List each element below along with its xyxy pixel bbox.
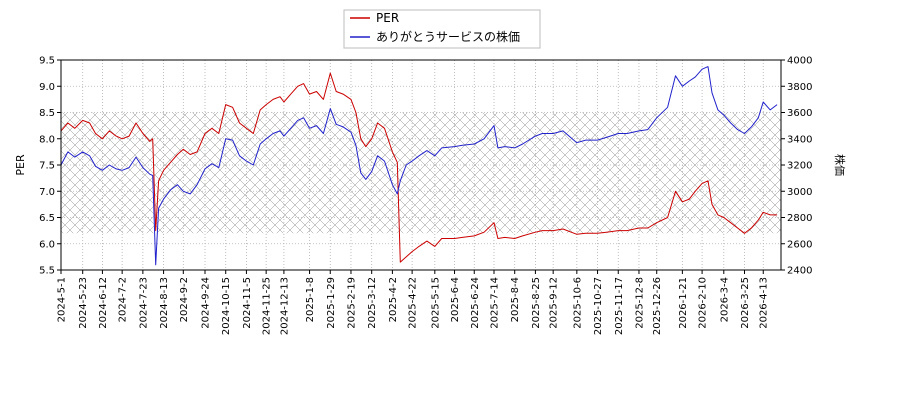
x-tick-label: 2025-4-2 <box>388 277 399 322</box>
x-tick-label: 2025-12-26 <box>652 277 663 335</box>
y-right-tick-label: 2600 <box>787 239 812 250</box>
x-tick-label: 2024-9-24 <box>201 277 212 329</box>
y-right-tick-label: 3800 <box>787 82 812 93</box>
x-tick-label: 2025-1-8 <box>305 277 316 322</box>
plot-area <box>60 59 782 271</box>
series-line-stock-price <box>61 66 778 266</box>
x-tick-label: 2025-8-25 <box>531 277 542 329</box>
x-tick-label: 2026-2-10 <box>698 277 709 329</box>
y-right-tick-label: 3200 <box>787 161 812 172</box>
y-left-tick-label: 8.5 <box>39 108 55 119</box>
y-right-tick-label: 3000 <box>787 187 812 198</box>
y-right-tick-label: 2400 <box>787 266 812 277</box>
x-axis-ticks: 2024-5-1 2024-5-23 2024-6-12 2024-7-2 2024-7… <box>57 270 770 335</box>
x-tick-label: 2025-7-14 <box>489 277 500 329</box>
y-left-tick-label: 9.0 <box>39 82 55 93</box>
x-tick-label: 2026-3-4 <box>719 277 730 322</box>
y-axis-left-label: PER <box>14 154 27 176</box>
x-tick-label: 2024-8-13 <box>159 277 170 329</box>
y-right-tick-label: 2800 <box>787 213 812 224</box>
x-tick-label: 2026-3-25 <box>740 277 751 329</box>
y-left-tick-label: 7.5 <box>39 161 55 172</box>
y-left-tick-label: 6.0 <box>39 239 55 250</box>
x-tick-label: 2024-11-5 <box>242 277 253 329</box>
x-tick-label: 2025-4-22 <box>408 277 419 329</box>
x-tick-label: 2025-11-17 <box>614 277 625 335</box>
legend-label-per: PER <box>376 11 399 25</box>
y-axis-right-ticks: 2400 2600 2800 3000 3200 3400 3600 3800 4000 <box>781 56 812 277</box>
x-tick-label: 2024-9-2 <box>179 277 190 322</box>
y-right-tick-label: 4000 <box>787 56 812 67</box>
y-left-tick-label: 8.0 <box>39 134 55 145</box>
y-left-tick-label: 5.5 <box>39 266 55 277</box>
y-axis-right-label: 株価 <box>833 154 847 176</box>
legend-box <box>343 9 541 49</box>
y-left-tick-label: 9.5 <box>39 56 55 67</box>
y-left-tick-label: 6.5 <box>39 213 55 224</box>
series-layer <box>61 66 778 266</box>
x-tick-label: 2024-10-15 <box>221 277 232 335</box>
x-tick-label: 2025-9-12 <box>549 277 560 329</box>
x-tick-label: 2026-4-13 <box>759 277 770 329</box>
x-tick-label: 2024-11-25 <box>262 277 273 335</box>
x-tick-label: 2025-10-6 <box>572 277 583 329</box>
x-tick-label: 2024-5-23 <box>78 277 89 329</box>
x-tick-label: 2025-1-29 <box>326 277 337 329</box>
x-tick-label: 2025-3-12 <box>367 277 378 329</box>
y-right-tick-label: 3400 <box>787 134 812 145</box>
x-tick-label: 2025-6-4 <box>450 277 461 322</box>
legend-label-stock-price: ありがとうサービスの株価 <box>376 29 520 44</box>
x-tick-label: 2026-1-21 <box>678 277 689 329</box>
series-line-per <box>61 72 778 263</box>
y-right-tick-label: 3600 <box>787 108 812 119</box>
x-tick-label: 2024-12-13 <box>279 277 290 335</box>
x-tick-label: 2025-10-27 <box>593 277 604 335</box>
hatched-range-band <box>61 112 781 234</box>
x-tick-label: 2025-12-8 <box>634 277 645 329</box>
x-tick-label: 2024-6-12 <box>98 277 109 329</box>
x-tick-label: 2024-5-1 <box>57 277 68 322</box>
x-tick-label: 2025-8-4 <box>510 277 521 322</box>
y-left-tick-label: 7.0 <box>39 187 55 198</box>
x-tick-label: 2024-7-2 <box>118 277 129 322</box>
y-axis-left-ticks: 5.5 6.0 6.5 7.0 7.5 8.0 8.5 9.0 9.5 <box>39 56 61 277</box>
x-tick-label: 2025-6-24 <box>470 277 481 329</box>
x-tick-label: 2024-7-23 <box>138 277 149 329</box>
legend: PER ありがとうサービスの株価 <box>343 9 541 49</box>
x-tick-label: 2025-2-19 <box>346 277 357 329</box>
x-tick-label: 2025-5-15 <box>430 277 441 329</box>
